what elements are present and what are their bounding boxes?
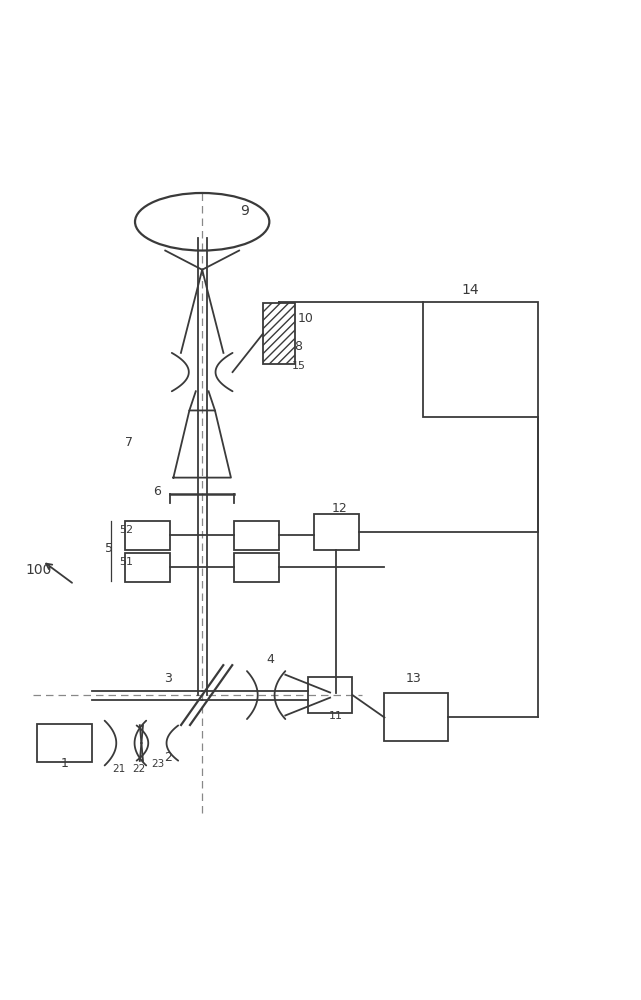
Text: 4: 4 xyxy=(266,653,274,666)
Text: 2: 2 xyxy=(164,751,172,764)
Bar xyxy=(314,514,359,550)
Text: 9: 9 xyxy=(240,204,249,218)
Text: 11: 11 xyxy=(329,711,343,721)
Text: 5: 5 xyxy=(105,542,113,555)
Text: 12: 12 xyxy=(332,502,348,515)
Bar xyxy=(308,677,353,713)
Text: 3: 3 xyxy=(164,672,172,685)
Bar xyxy=(126,521,171,550)
Text: 13: 13 xyxy=(406,672,421,685)
Bar xyxy=(234,521,279,550)
Text: 51: 51 xyxy=(119,557,133,567)
Text: 7: 7 xyxy=(126,436,133,449)
Text: 23: 23 xyxy=(151,759,164,769)
Bar xyxy=(423,302,538,417)
Bar xyxy=(37,724,92,762)
Text: 100: 100 xyxy=(25,563,51,577)
Text: 14: 14 xyxy=(462,283,479,297)
Text: 22: 22 xyxy=(132,764,145,774)
Text: 15: 15 xyxy=(292,361,306,371)
Text: 10: 10 xyxy=(298,312,314,325)
Text: 8: 8 xyxy=(294,340,302,353)
Text: 1: 1 xyxy=(61,757,69,770)
Text: 21: 21 xyxy=(113,764,126,774)
Bar xyxy=(234,553,279,582)
Text: 6: 6 xyxy=(153,485,161,498)
Bar xyxy=(126,553,171,582)
Bar xyxy=(385,693,449,741)
Bar xyxy=(263,303,295,364)
Text: 52: 52 xyxy=(119,525,133,535)
